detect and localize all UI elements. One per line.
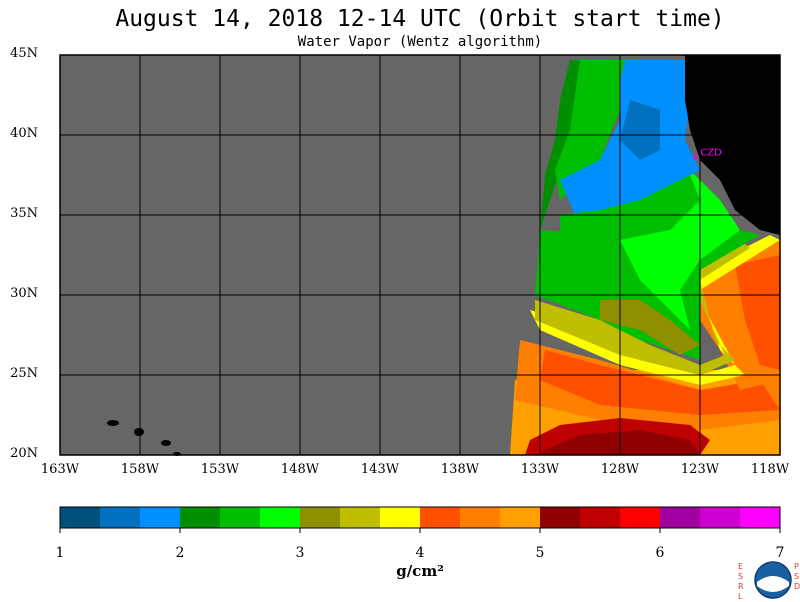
- field-region-15: [620, 100, 660, 160]
- lon-tick-label: 128W: [600, 462, 640, 477]
- water-vapor-field: CZD: [60, 55, 780, 456]
- colorbar-swatch-3: [180, 507, 221, 528]
- field-region-16: [560, 175, 700, 240]
- colorbar-swatch-5: [260, 507, 301, 528]
- colorbar-swatch-17: [740, 507, 781, 528]
- lat-tick-label: 30N: [10, 286, 38, 301]
- lat-tick-label: 20N: [10, 446, 38, 461]
- colorbar-tick-label: 5: [535, 545, 545, 561]
- land-mass: [685, 55, 780, 235]
- lon-tick-label: 153W: [200, 462, 240, 477]
- lon-tick-label: 158W: [120, 462, 160, 477]
- field-region-2: [540, 350, 780, 415]
- colorbar-swatch-11: [500, 507, 541, 528]
- colorbar-units: g/cm²: [396, 562, 444, 580]
- colorbar-tick-label: 1: [55, 545, 65, 561]
- lat-tick-label: 25N: [10, 366, 38, 381]
- colorbar-tick-label: 7: [775, 545, 785, 561]
- map-subtitle: Water Vapor (Wentz algorithm): [297, 34, 543, 50]
- colorbar-swatch-14: [620, 507, 661, 528]
- island-1: [134, 428, 144, 436]
- station-marker: [692, 154, 698, 160]
- map-title: August 14, 2018 12-14 UTC (Orbit start t…: [115, 6, 725, 32]
- island-2: [161, 440, 171, 446]
- lon-tick-label: 163W: [40, 462, 80, 477]
- lon-tick-label: 138W: [440, 462, 480, 477]
- station-label: CZD: [700, 147, 722, 158]
- lon-tick-label: 143W: [360, 462, 400, 477]
- colorbar-swatch-1: [100, 507, 141, 528]
- colorbar-swatch-13: [580, 507, 621, 528]
- lon-tick-label: 133W: [520, 462, 560, 477]
- map-frame: [59, 54, 781, 456]
- colorbar-swatch-4: [220, 507, 261, 528]
- noaa-emblem-icon: [754, 561, 792, 599]
- lat-tick-label: 40N: [10, 126, 38, 141]
- colorbar-swatch-8: [380, 507, 421, 528]
- field-region-13: [555, 60, 640, 200]
- field-region-7: [530, 235, 780, 385]
- colorbar-swatch-10: [460, 507, 501, 528]
- colorbar-swatch-0: [60, 507, 101, 528]
- colorbar-swatch-12: [540, 507, 581, 528]
- colorbar-swatch-16: [700, 507, 741, 528]
- lon-tick-label: 148W: [280, 462, 320, 477]
- colorbar-swatch-9: [420, 507, 461, 528]
- colorbar-tick-label: 4: [415, 545, 425, 561]
- colorbar: [59, 506, 781, 533]
- map-grid: [59, 54, 781, 456]
- field-region-9: [535, 225, 760, 360]
- lat-tick-label: 45N: [10, 46, 38, 61]
- colorbar-swatch-15: [660, 507, 701, 528]
- lon-tick-label: 123W: [680, 462, 720, 477]
- field-region-6: [735, 255, 780, 370]
- lat-tick-label: 35N: [10, 206, 38, 221]
- colorbar-swatch-7: [340, 507, 381, 528]
- colorbar-swatch-2: [140, 507, 181, 528]
- colorbar-tick-label: 6: [655, 545, 665, 561]
- colorbar-tick-label: 3: [295, 545, 305, 561]
- island-0: [107, 420, 119, 426]
- colorbar-swatch-6: [300, 507, 341, 528]
- lon-tick-label: 118W: [750, 462, 790, 477]
- field-region-10: [600, 300, 700, 355]
- colorbar-tick-label: 2: [175, 545, 185, 561]
